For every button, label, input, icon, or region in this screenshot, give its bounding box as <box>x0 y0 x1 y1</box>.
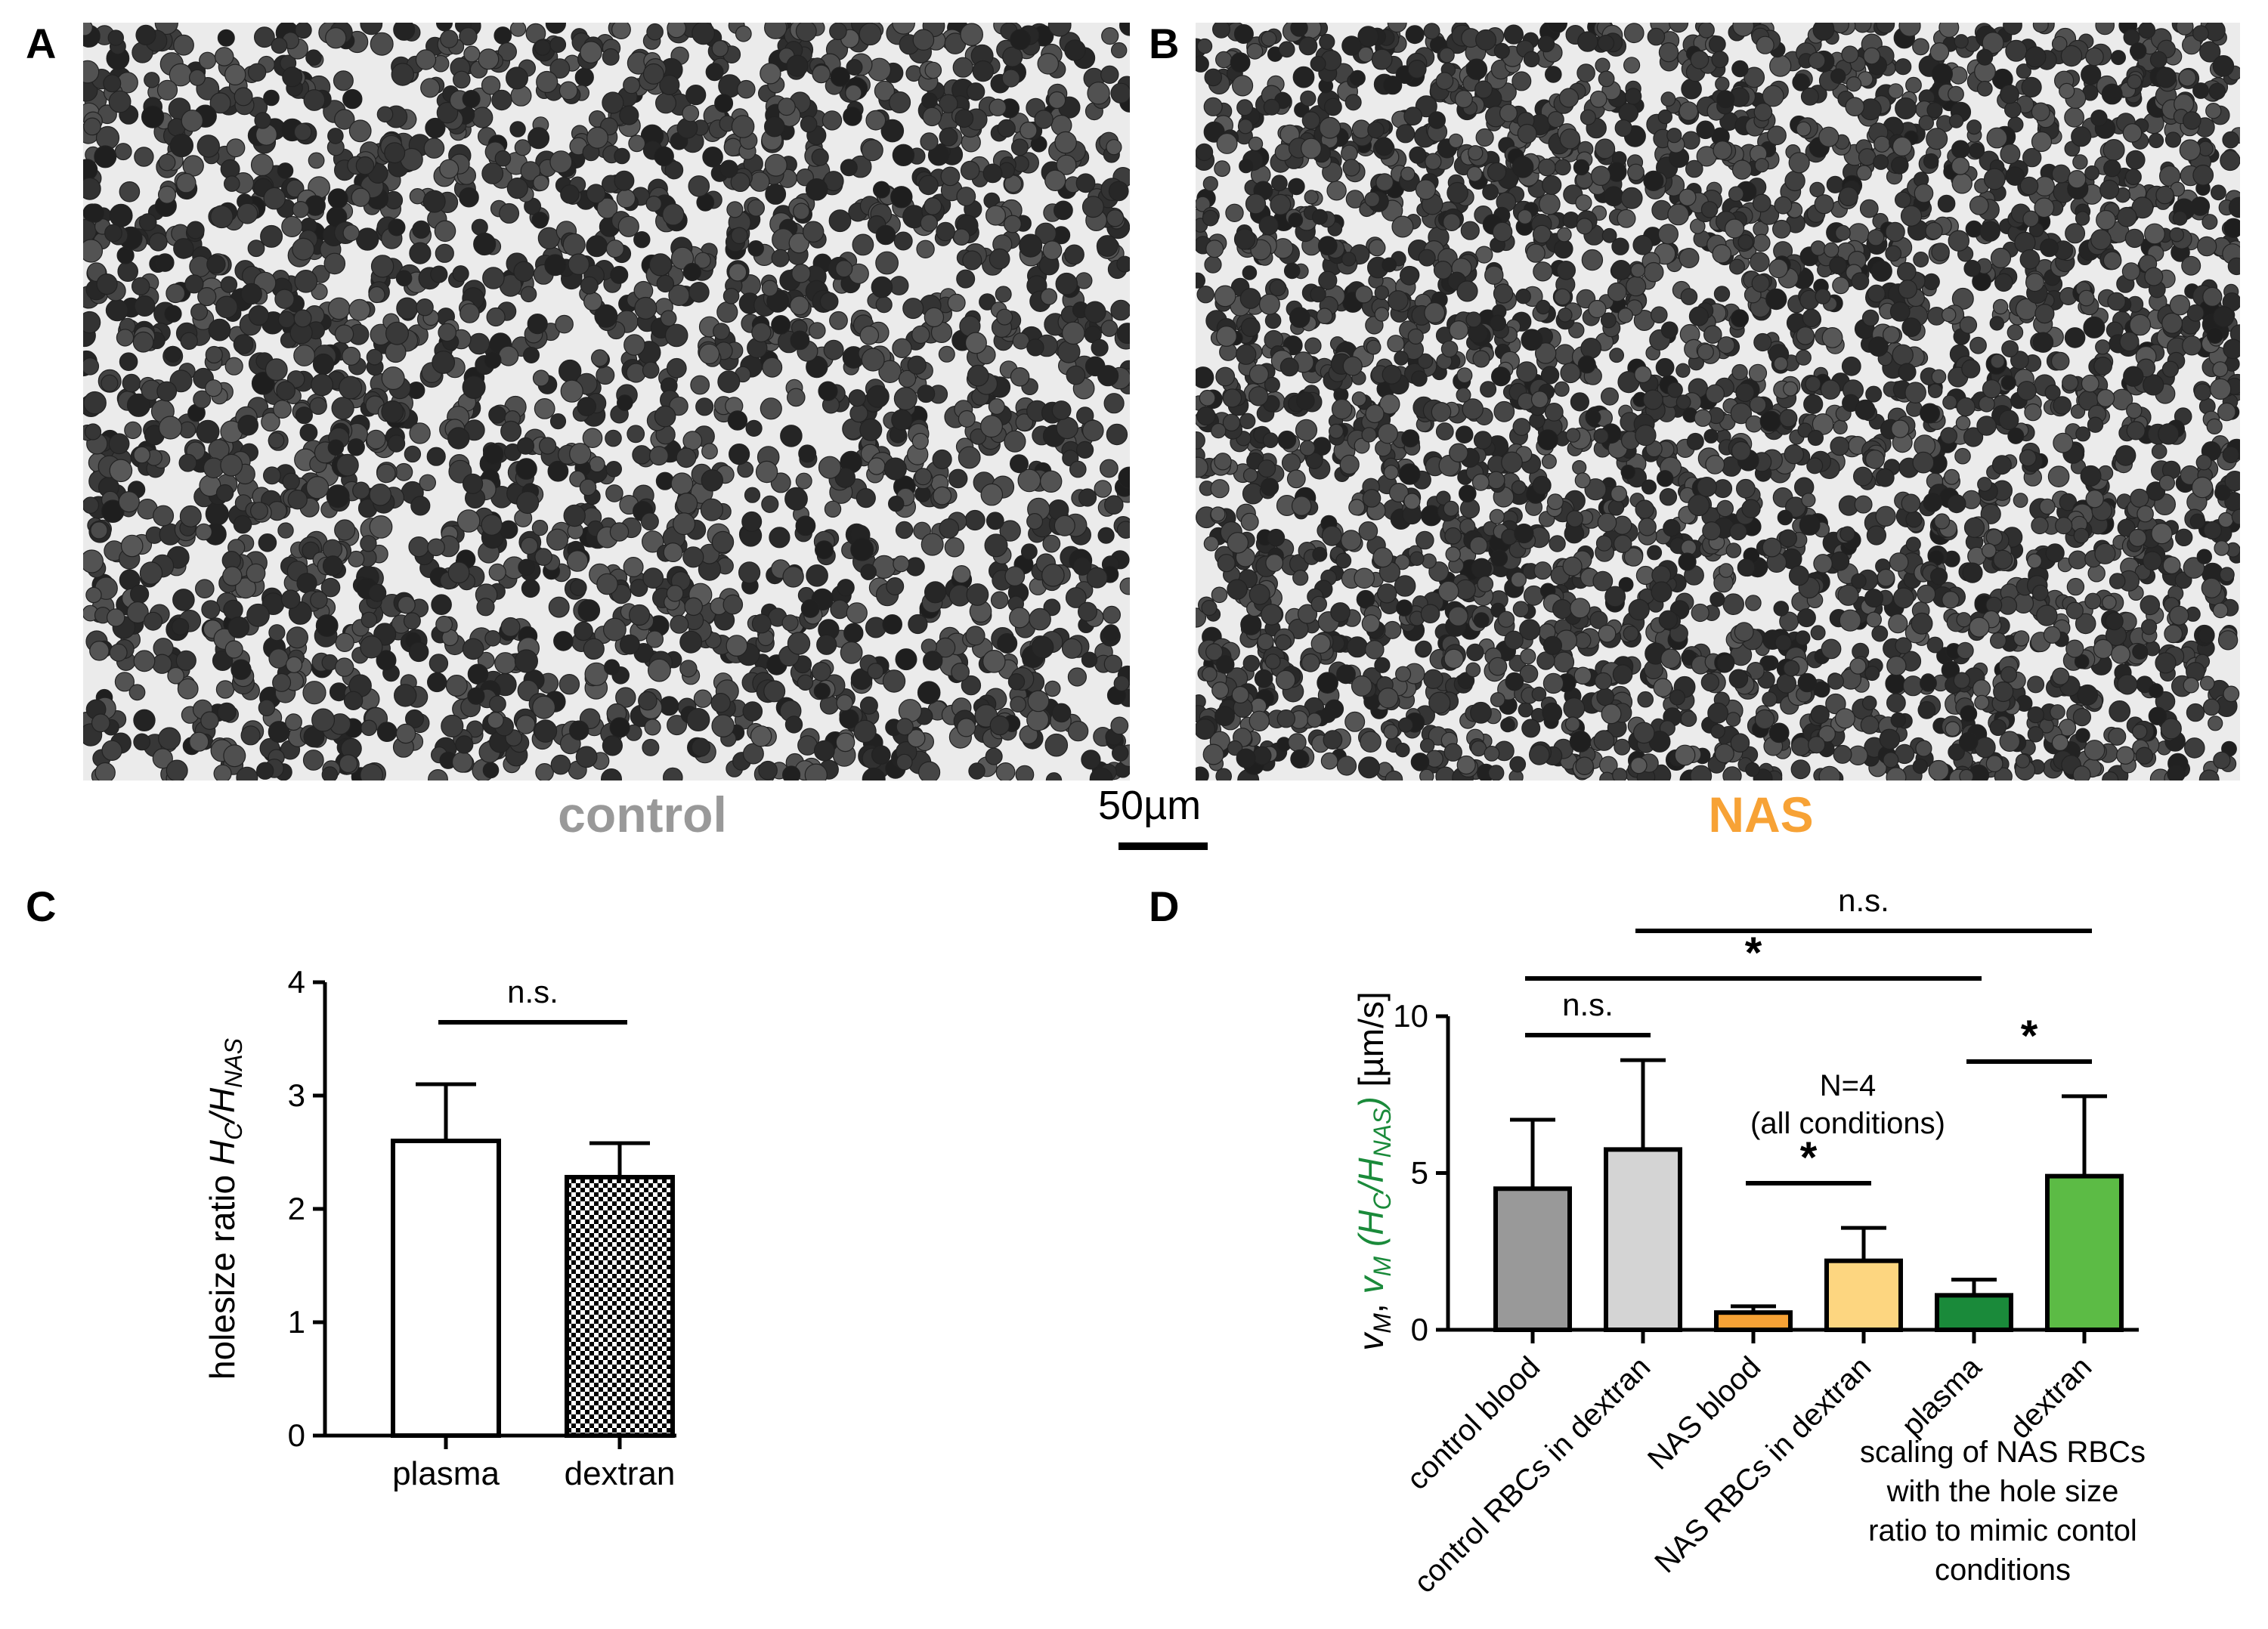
significance-label: * <box>1800 1133 1818 1182</box>
bar <box>1493 1186 1572 1332</box>
x-tick-label: dextran <box>2003 1350 2098 1445</box>
y-tick-label: 1 <box>288 1304 305 1340</box>
panel-label-d: D <box>1149 883 1180 930</box>
nas-micrograph <box>1196 23 2240 780</box>
y-tick-label: 0 <box>1411 1312 1428 1347</box>
bar <box>1604 1147 1682 1332</box>
x-tick-label: NAS RBCs in dextran <box>1648 1350 1877 1579</box>
y-tick-label: 10 <box>1393 998 1428 1034</box>
n-annotation: N=4 <box>1820 1069 1877 1102</box>
panel-label-a: A <box>26 20 57 67</box>
control-micrograph <box>83 23 1130 780</box>
group-caption-line: ratio to mimic contol <box>1868 1514 2137 1547</box>
y-tick-label: 4 <box>288 964 305 1000</box>
x-tick-label: plasma <box>1895 1350 1988 1443</box>
rbc-cells <box>1196 23 2240 780</box>
rbc-cells <box>83 23 1130 780</box>
bar <box>1714 1310 1793 1333</box>
bar <box>2045 1173 2124 1333</box>
conditions-annotation: (all conditions) <box>1750 1107 1945 1140</box>
group-caption-line: with the hole size <box>1886 1475 2119 1508</box>
x-tick-label: plasma <box>392 1455 500 1492</box>
y-tick-label: 2 <box>288 1191 305 1226</box>
y-axis-label: holesize ratio HC/HNAS <box>203 1038 247 1380</box>
x-tick-label: dextran <box>565 1455 676 1492</box>
bar <box>1935 1293 2013 1332</box>
significance-label: n.s. <box>507 974 558 1009</box>
significance-label: n.s. <box>1838 883 1889 918</box>
bar <box>565 1175 675 1438</box>
panel-label-c: C <box>26 883 57 930</box>
scale-bar-label: 50µm <box>1098 783 1202 828</box>
nas-image-label: NAS <box>1708 787 1814 842</box>
scale-bar <box>1119 842 1208 850</box>
panel-label-b: B <box>1149 20 1180 67</box>
y-tick-label: 3 <box>288 1077 305 1113</box>
significance-label: * <box>2021 1012 2038 1061</box>
y-tick-label: 5 <box>1411 1155 1428 1191</box>
significance-label: n.s. <box>1562 987 1614 1022</box>
y-tick-label: 0 <box>288 1417 305 1453</box>
chart-panel-c: 0 1 2 3 4 plasma dextran n.s. holesize ratio HC/… <box>203 964 676 1492</box>
bar <box>391 1139 501 1438</box>
bar <box>1824 1258 1903 1332</box>
group-caption-line: conditions <box>1935 1553 2071 1587</box>
significance-label: * <box>1745 929 1762 978</box>
control-image-label: control <box>558 787 727 842</box>
group-caption-line: scaling of NAS RBCs <box>1860 1436 2146 1469</box>
y-axis-label: vM, vM (HC/HNAS) [µm/s] <box>1351 991 1396 1350</box>
